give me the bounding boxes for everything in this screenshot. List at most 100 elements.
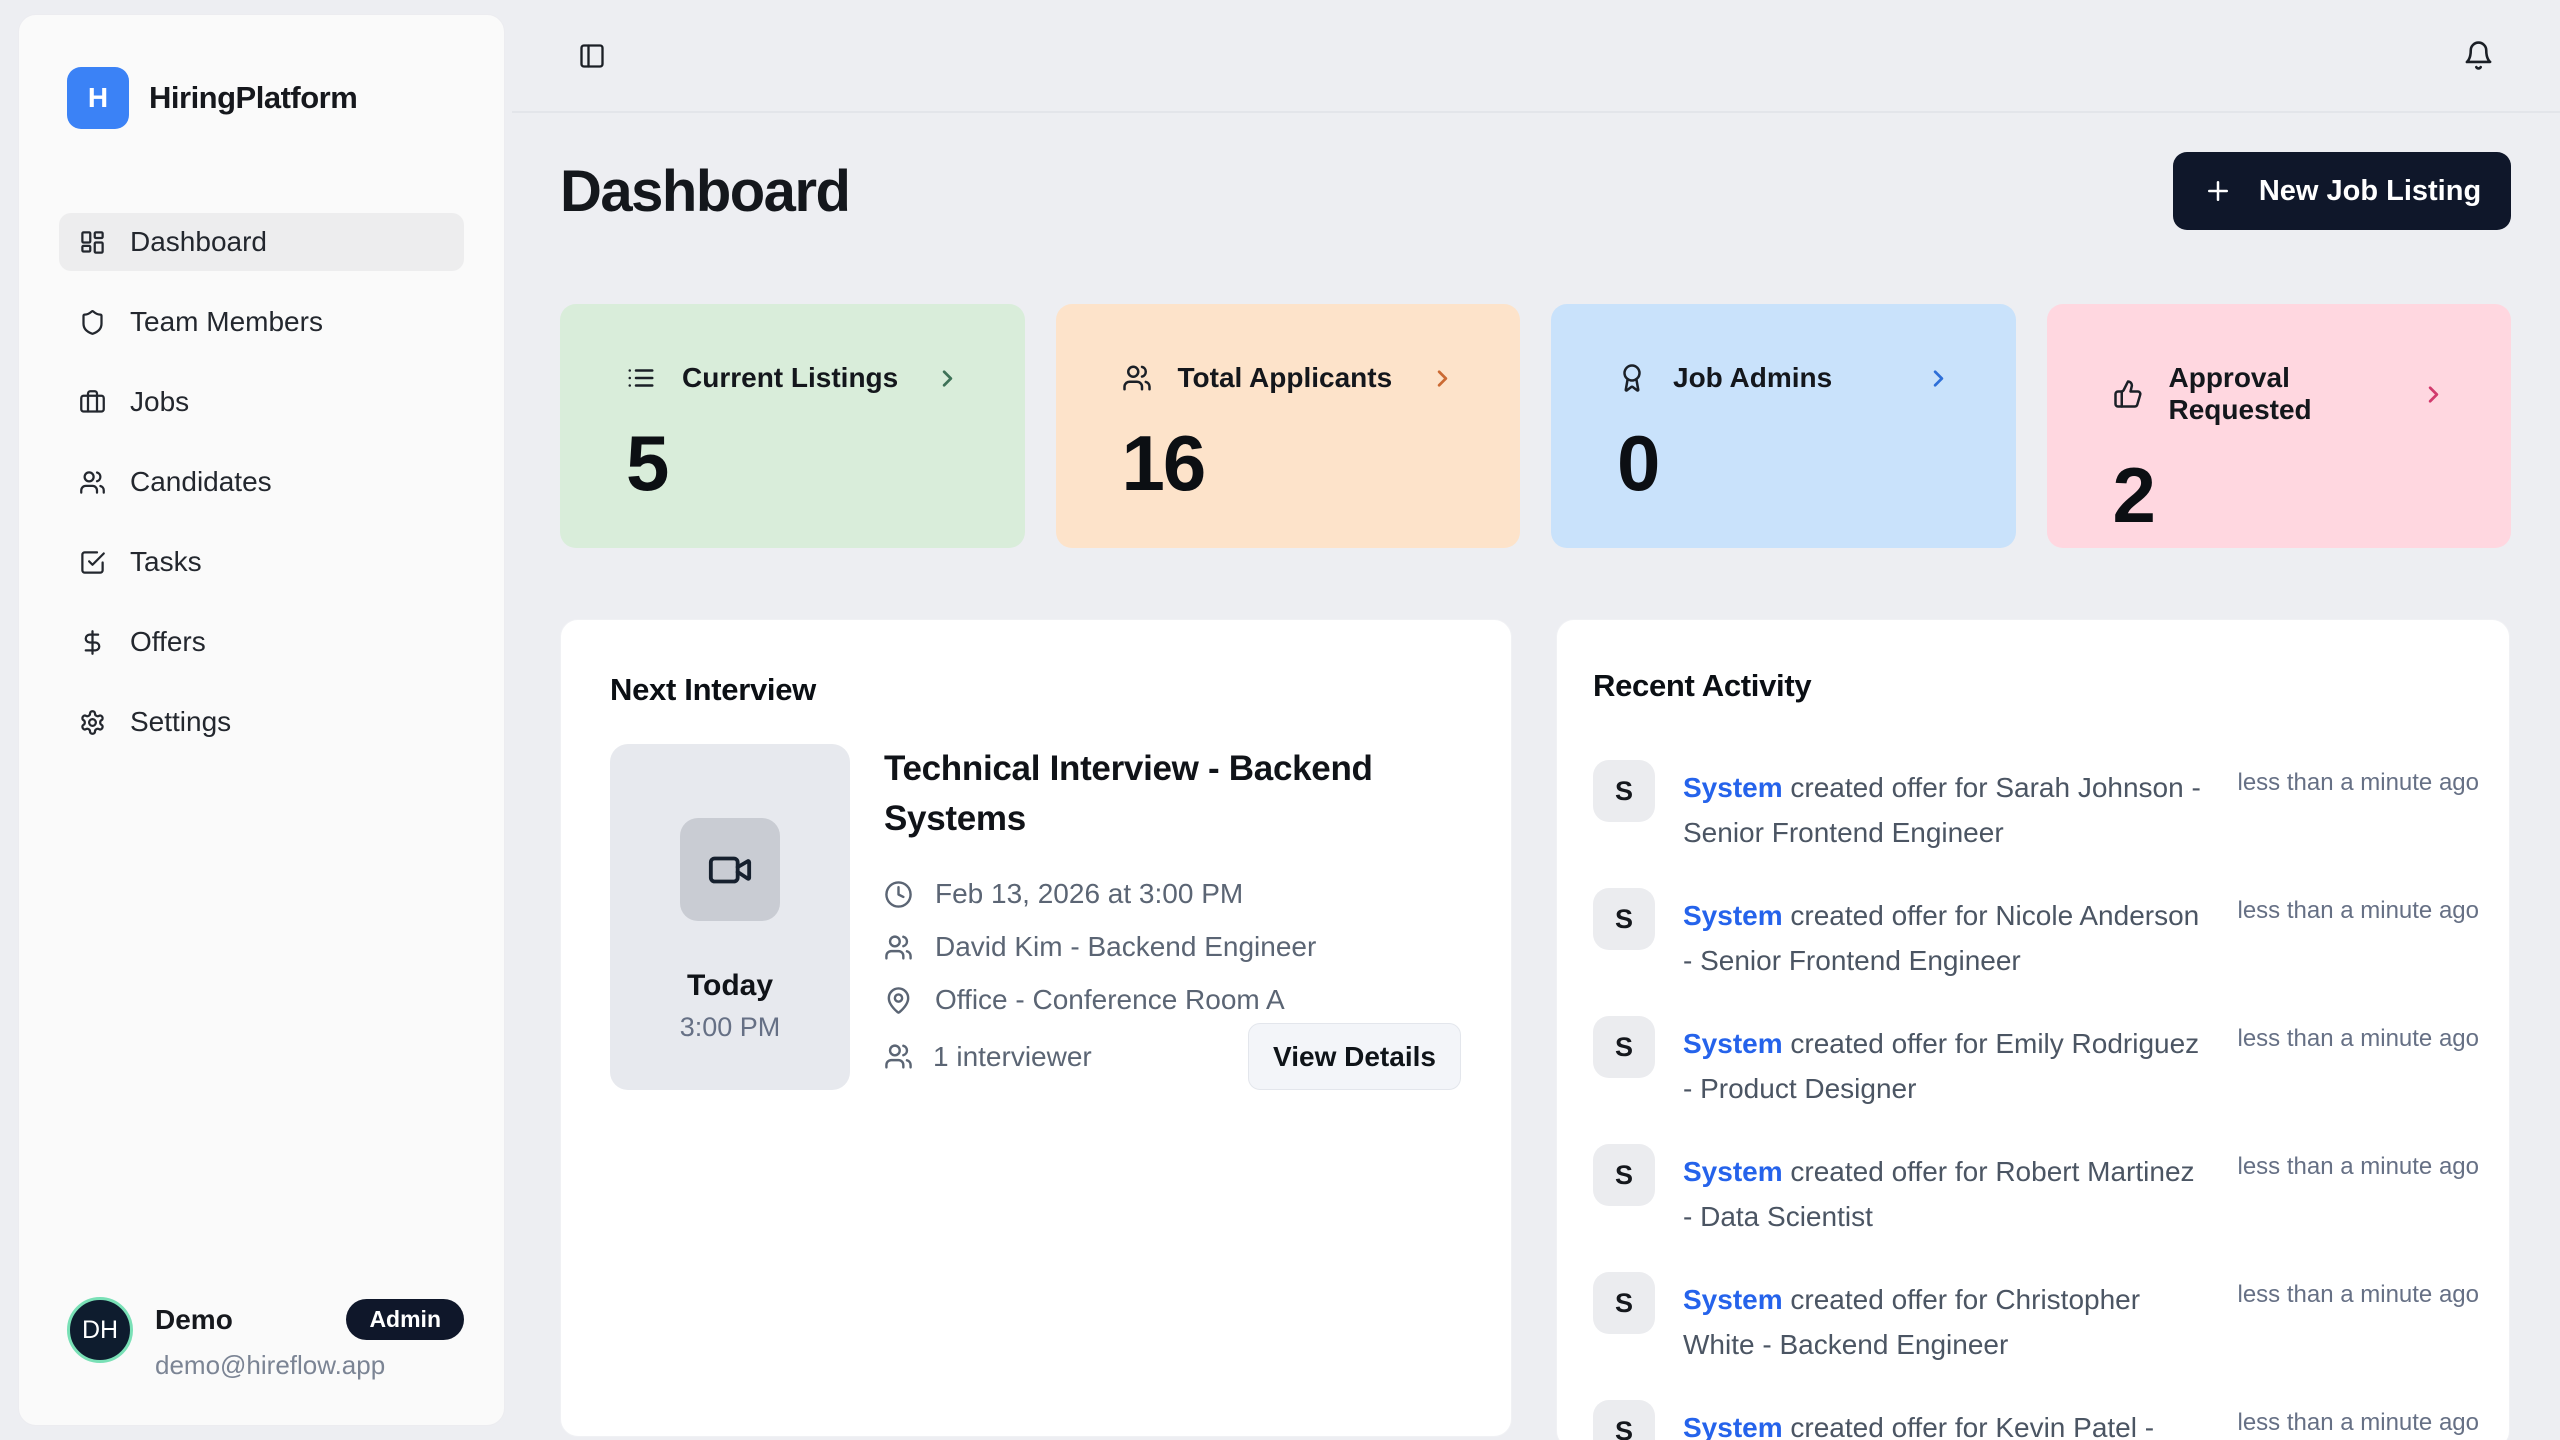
activity-timestamp: less than a minute ago: [2237, 1153, 2480, 1180]
sidebar-item-label: Candidates: [130, 466, 272, 497]
activity-avatar: S: [1593, 760, 1655, 822]
stat-value: 16: [1121, 419, 1207, 507]
clock-icon: [884, 880, 913, 909]
stat-label: Approval Requested: [2168, 362, 2312, 425]
interview-datetime: Feb 13, 2026 at 3:00 PM: [935, 878, 1244, 909]
interview-info: Technical Interview - Backend Systems Fe…: [884, 744, 1461, 1090]
chevron-right-icon[interactable]: [1925, 365, 1952, 392]
interview-person: David Kim - Backend Engineer: [935, 931, 1317, 962]
plus-icon: [2203, 176, 2233, 206]
stat-value: 2: [2112, 451, 2156, 539]
video-camera-icon: [707, 847, 753, 893]
bell-icon: [2463, 40, 2494, 71]
stat-card-current-listings[interactable]: Current Listings 5: [560, 304, 1025, 548]
sidebar-item-tasks[interactable]: Tasks: [59, 533, 464, 591]
interview-location: Office - Conference Room A: [935, 984, 1285, 1015]
activity-timestamp: less than a minute ago: [2237, 1409, 2480, 1436]
activity-avatar: S: [1593, 1400, 1655, 1440]
activity-action: created offer for Nicole Anderson - Seni…: [1683, 900, 2200, 976]
activity-timestamp: less than a minute ago: [2237, 769, 2480, 796]
activity-actor-link[interactable]: System: [1683, 1156, 1783, 1187]
stat-card-job-admins[interactable]: Job Admins 0: [1551, 304, 2016, 548]
sidebar-item-jobs[interactable]: Jobs: [59, 373, 464, 431]
next-interview-panel: Next Interview Today 3:00 PM Technical I…: [560, 619, 1512, 1437]
interview-job-title: Technical Interview - Backend Systems: [884, 749, 1373, 838]
sidebar-item-settings[interactable]: Settings: [59, 693, 464, 751]
activity-action: created offer for Kevin Patel - Data Sci…: [1790, 1412, 2155, 1440]
activity-actor-link[interactable]: System: [1683, 1412, 1783, 1440]
stat-value: 5: [626, 419, 669, 507]
activity-action: created offer for Robert Martinez - Data…: [1683, 1156, 2195, 1232]
shield-icon: [79, 309, 106, 336]
activity-text: System created offer for Christopher Whi…: [1683, 1272, 2210, 1367]
video-icon-box: [680, 818, 780, 921]
view-details-button[interactable]: View Details: [1248, 1023, 1461, 1090]
users-icon: [884, 933, 913, 962]
interview-time-label: 3:00 PM: [679, 1012, 781, 1042]
recent-activity-title: Recent Activity: [1593, 668, 1812, 703]
avatar-initials: DH: [81, 1315, 119, 1344]
interviewer-count: 1 interviewer: [884, 1041, 1092, 1073]
activity-text: System created offer for Emily Rodriguez…: [1683, 1016, 2210, 1111]
layout-dashboard-icon: [79, 229, 106, 256]
sidebar-item-label: Offers: [130, 626, 206, 657]
interview-date-tile: Today 3:00 PM: [610, 744, 850, 1090]
sidebar-item-dashboard[interactable]: Dashboard: [59, 213, 464, 271]
sidebar: H HiringPlatform Dashboard Team Members …: [18, 14, 505, 1426]
user-email: demo@hireflow.app: [155, 1350, 386, 1380]
thumbs-up-icon: [2113, 379, 2143, 409]
activity-actor-link[interactable]: System: [1683, 1284, 1783, 1315]
sidebar-item-team-members[interactable]: Team Members: [59, 293, 464, 351]
interview-day-label: Today: [686, 969, 774, 1002]
sidebar-toggle-button[interactable]: [578, 42, 606, 70]
check-square-icon: [79, 549, 106, 576]
activity-item: S System created offer for Kevin Patel -…: [1593, 1400, 2479, 1440]
activity-action: created offer for Christopher White - Ba…: [1683, 1284, 2141, 1360]
stat-card-total-applicants[interactable]: Total Applicants 16: [1055, 304, 1520, 548]
sidebar-item-candidates[interactable]: Candidates: [59, 453, 464, 511]
activity-actor-link[interactable]: System: [1683, 1028, 1783, 1059]
panel-left-icon: [578, 42, 606, 70]
sidebar-nav: Dashboard Team Members Jobs Candidates T…: [59, 213, 464, 751]
activity-avatar: S: [1593, 1272, 1655, 1334]
activity-item: S System created offer for Robert Martin…: [1593, 1144, 2479, 1239]
topbar: [512, 0, 2560, 113]
list-icon: [626, 363, 656, 393]
brand-logo-letter: H: [87, 82, 109, 113]
stat-label: Total Applicants: [1177, 362, 1393, 393]
new-job-listing-label: New Job Listing: [2258, 174, 2482, 207]
activity-text: System created offer for Robert Martinez…: [1683, 1144, 2210, 1239]
briefcase-icon: [79, 389, 106, 416]
recent-activity-panel: Recent Activity S System created offer f…: [1556, 619, 2510, 1440]
notifications-button[interactable]: [2463, 40, 2494, 71]
sidebar-item-label: Jobs: [130, 386, 190, 417]
activity-timestamp: less than a minute ago: [2237, 1025, 2480, 1052]
brand-name: HiringPlatform: [149, 80, 358, 115]
chevron-right-icon[interactable]: [2420, 381, 2447, 408]
stat-card-approval-requested[interactable]: Approval Requested 2: [2046, 304, 2511, 548]
activity-action: created offer for Sarah Johnson - Senior…: [1683, 772, 2201, 848]
activity-text: System created offer for Kevin Patel - D…: [1683, 1400, 2210, 1440]
activity-avatar: S: [1593, 1144, 1655, 1206]
chevron-right-icon[interactable]: [934, 365, 961, 392]
interview-person-row: David Kim - Backend Engineer: [884, 931, 1461, 963]
interviewer-count-label: 1 interviewer: [933, 1040, 1092, 1072]
brand: H HiringPlatform: [59, 67, 464, 129]
activity-item: S System created offer for Emily Rodrigu…: [1593, 1016, 2479, 1111]
activity-item: S System created offer for Nicole Anders…: [1593, 888, 2479, 983]
sidebar-user[interactable]: DH Demo Admin demo@hireflow.app: [59, 1297, 464, 1381]
page-header: Dashboard New Job Listing: [560, 152, 2511, 230]
user-info: Demo Admin demo@hireflow.app: [155, 1297, 464, 1381]
activity-list: S System created offer for Sarah Johnson…: [1593, 760, 2479, 1440]
new-job-listing-button[interactable]: New Job Listing: [2173, 152, 2511, 230]
gear-icon: [79, 709, 106, 736]
sidebar-item-offers[interactable]: Offers: [59, 613, 464, 671]
activity-actor-link[interactable]: System: [1683, 772, 1783, 803]
next-interview-title: Next Interview: [610, 672, 816, 707]
brand-logo: H: [67, 67, 129, 129]
interview-location-row: Office - Conference Room A: [884, 984, 1461, 1016]
stats-row: Current Listings 5 Total Applicants 16 J…: [560, 304, 2511, 548]
activity-actor-link[interactable]: System: [1683, 900, 1783, 931]
activity-item: S System created offer for Christopher W…: [1593, 1272, 2479, 1367]
chevron-right-icon[interactable]: [1429, 365, 1456, 392]
